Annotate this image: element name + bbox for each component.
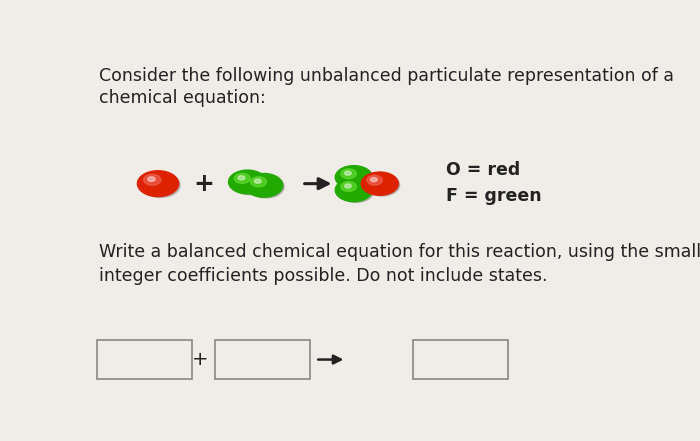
Circle shape: [245, 173, 283, 197]
Circle shape: [238, 176, 245, 180]
Circle shape: [137, 171, 178, 197]
Text: +: +: [192, 350, 208, 369]
Circle shape: [234, 173, 250, 183]
Circle shape: [144, 174, 161, 185]
Text: chemical equation:: chemical equation:: [99, 89, 266, 107]
Circle shape: [370, 177, 377, 182]
Circle shape: [338, 180, 374, 202]
Circle shape: [335, 179, 372, 202]
Circle shape: [365, 174, 400, 196]
Bar: [413, 340, 508, 379]
Circle shape: [141, 173, 180, 198]
Text: Consider the following unbalanced particulate representation of a: Consider the following unbalanced partic…: [99, 67, 674, 85]
Circle shape: [148, 177, 155, 181]
Circle shape: [341, 182, 356, 191]
Circle shape: [344, 171, 351, 175]
Circle shape: [248, 176, 284, 198]
Circle shape: [232, 172, 268, 194]
Text: integer coefficients possible. Do not include states.: integer coefficients possible. Do not in…: [99, 267, 548, 285]
Text: F = green: F = green: [446, 187, 541, 205]
Text: +: +: [194, 172, 215, 196]
Text: Write a balanced chemical equation for this reaction, using the smallest: Write a balanced chemical equation for t…: [99, 243, 700, 261]
Circle shape: [338, 168, 374, 190]
Circle shape: [361, 172, 398, 195]
Circle shape: [251, 177, 267, 187]
Bar: [215, 340, 310, 379]
Circle shape: [335, 166, 372, 189]
Circle shape: [341, 169, 356, 179]
Circle shape: [254, 179, 261, 183]
Bar: [97, 340, 192, 379]
Text: O = red: O = red: [446, 161, 520, 179]
Circle shape: [344, 184, 351, 188]
Circle shape: [228, 170, 267, 194]
Circle shape: [367, 175, 382, 185]
